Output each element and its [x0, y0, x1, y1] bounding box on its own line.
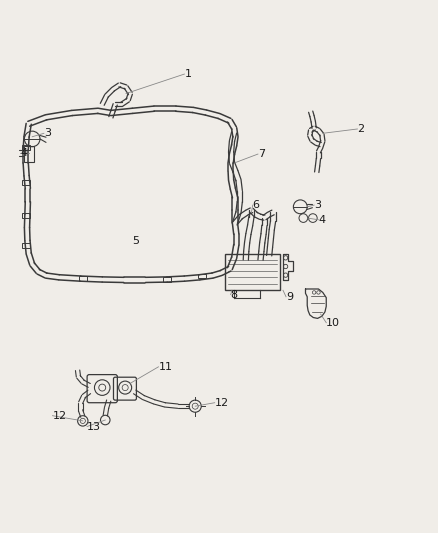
Bar [198, 273, 205, 278]
Text: 10: 10 [326, 318, 340, 328]
Bar [22, 213, 30, 218]
Bar [163, 277, 171, 282]
Bar [226, 254, 279, 290]
Text: 9: 9 [286, 292, 293, 302]
Text: 2: 2 [357, 124, 364, 134]
Text: 5: 5 [133, 236, 140, 246]
Text: 3: 3 [314, 200, 321, 210]
Text: 4: 4 [20, 148, 27, 158]
Text: 3: 3 [44, 128, 51, 138]
Bar [24, 146, 34, 162]
Text: 8: 8 [231, 289, 238, 300]
Text: 12: 12 [215, 398, 229, 408]
Bar [79, 276, 87, 281]
Text: 7: 7 [258, 149, 265, 159]
Text: 6: 6 [253, 200, 260, 210]
Bar [22, 244, 30, 248]
Text: 4: 4 [318, 215, 325, 225]
Bar [22, 180, 30, 184]
Text: 12: 12 [53, 411, 67, 421]
Text: 11: 11 [159, 362, 173, 372]
Bar [22, 146, 30, 150]
Text: 1: 1 [184, 69, 191, 79]
Text: 13: 13 [87, 422, 101, 432]
